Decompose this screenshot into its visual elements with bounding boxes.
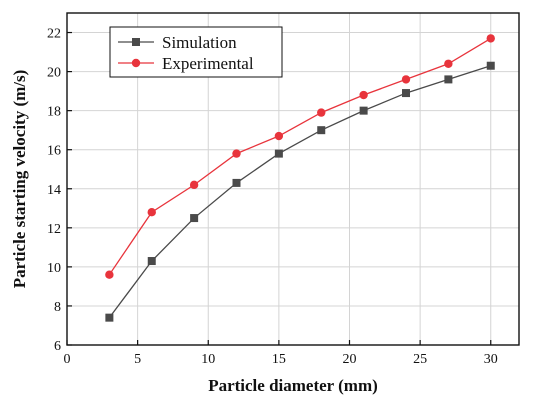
data-point-simulation: [317, 126, 326, 135]
data-point-simulation: [147, 257, 156, 266]
x-axis: 0 5 10 15 20 25 30: [64, 340, 498, 367]
y-tick-label: 22: [47, 27, 61, 42]
legend-item-simulation: Simulation: [118, 33, 237, 52]
series-line-simulation: [108, 65, 491, 319]
data-point-simulation: [105, 313, 114, 322]
data-point-simulation: [190, 214, 199, 223]
data-point-experimental: [105, 270, 114, 279]
legend-label-simulation: Simulation: [162, 33, 237, 52]
y-axis: 6 8 10 12 14 16 18 20 22: [47, 27, 72, 354]
y-axis-title: Particle starting velocity (m/s): [10, 70, 29, 289]
data-point-experimental: [359, 90, 368, 100]
y-tick-label: 14: [47, 183, 61, 198]
series-line-experimental: [108, 37, 492, 276]
legend-item-experimental: Experimental: [118, 54, 254, 73]
x-tick-label: 30: [484, 352, 498, 367]
data-point-experimental: [444, 59, 453, 68]
y-tick-label: 12: [47, 222, 61, 237]
data-point-simulation: [232, 178, 241, 187]
x-tick-label: 15: [272, 352, 286, 367]
data-point-simulation: [402, 89, 410, 98]
data-point-experimental: [232, 149, 241, 158]
data-point-experimental: [274, 131, 284, 141]
legend-marker-experimental: [131, 58, 141, 68]
y-tick-label: 16: [47, 144, 61, 159]
x-tick-label: 5: [134, 352, 141, 367]
data-point-simulation: [444, 75, 453, 84]
x-tick-label: 20: [343, 352, 357, 367]
y-tick-label: 8: [54, 300, 61, 315]
data-point-experimental: [317, 108, 326, 117]
data-point-simulation: [274, 149, 283, 158]
x-tick-label: 25: [413, 352, 427, 367]
x-tick-label: 0: [64, 352, 71, 367]
legend-box: [109, 26, 283, 78]
data-point-simulation: [359, 106, 368, 115]
y-tick-label: 20: [47, 66, 61, 81]
y-tick-label: 18: [47, 105, 61, 120]
plot-frame: [66, 12, 520, 346]
data-point-simulation: [486, 61, 495, 70]
data-point-experimental: [486, 34, 495, 43]
series-group: [105, 34, 495, 322]
data-point-experimental: [401, 75, 411, 84]
y-tick-label: 10: [47, 261, 61, 276]
x-axis-title: Particle diameter (mm): [208, 376, 378, 395]
y-tick-label: 6: [54, 339, 61, 354]
legend-label-experimental: Experimental: [162, 54, 254, 73]
x-tick-label: 10: [201, 352, 215, 367]
legend-marker-simulation: [132, 38, 140, 46]
legend: Simulation Experimental: [109, 26, 283, 78]
data-point-experimental: [147, 208, 156, 217]
data-point-experimental: [189, 180, 199, 190]
